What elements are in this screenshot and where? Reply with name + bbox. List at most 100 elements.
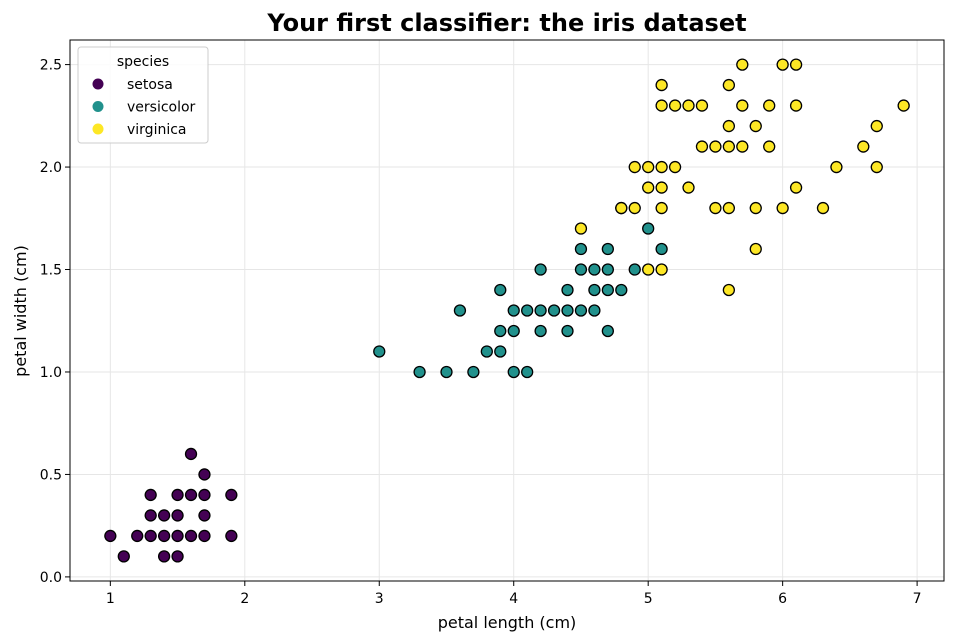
point-versicolor <box>494 345 507 358</box>
point-virginica <box>709 201 722 215</box>
point-setosa <box>104 529 117 543</box>
y-tick-label: 1.0 <box>40 365 62 381</box>
point-versicolor <box>601 283 614 297</box>
point-virginica <box>870 119 883 133</box>
point-virginica <box>722 140 736 153</box>
legend: species setosa versicolor virginica <box>77 46 209 144</box>
point-virginica <box>776 58 789 71</box>
point-versicolor <box>480 345 493 358</box>
point-versicolor <box>467 365 480 379</box>
point-versicolor <box>534 263 547 276</box>
x-tick-label: 1 <box>106 591 115 607</box>
y-tick-label: 0.5 <box>40 467 62 483</box>
x-axis-label: petal length (cm) <box>438 613 577 632</box>
point-versicolor <box>615 283 628 297</box>
point-virginica <box>668 99 682 112</box>
point-setosa <box>225 488 238 502</box>
point-versicolor <box>655 242 668 256</box>
point-virginica <box>897 99 910 112</box>
point-setosa <box>171 509 184 522</box>
x-tick-label: 7 <box>913 591 922 607</box>
point-virginica <box>830 160 843 174</box>
point-setosa <box>131 529 144 543</box>
point-virginica <box>655 78 668 92</box>
legend-marker-setosa <box>92 78 104 90</box>
point-versicolor <box>534 324 547 338</box>
point-setosa <box>157 529 171 543</box>
point-virginica <box>615 201 628 215</box>
point-versicolor <box>561 283 574 297</box>
point-setosa <box>171 550 184 563</box>
point-virginica <box>642 263 655 276</box>
point-virginica <box>749 119 762 133</box>
point-setosa <box>184 529 198 543</box>
point-versicolor <box>574 242 588 256</box>
point-setosa <box>198 529 211 543</box>
plot-frame <box>69 39 945 582</box>
point-virginica <box>655 263 668 276</box>
point-setosa <box>144 529 157 543</box>
point-virginica <box>655 160 668 174</box>
point-virginica <box>749 242 762 256</box>
point-virginica <box>749 201 762 215</box>
point-setosa <box>171 488 184 502</box>
point-virginica <box>695 140 709 153</box>
point-versicolor <box>642 222 655 235</box>
y-tick-label: 0.0 <box>40 570 62 586</box>
point-versicolor <box>521 304 534 317</box>
point-virginica <box>736 140 749 153</box>
point-versicolor <box>588 263 601 276</box>
point-versicolor <box>601 324 614 338</box>
point-versicolor <box>494 283 507 297</box>
x-tick-label: 3 <box>375 591 384 607</box>
x-tick-label: 6 <box>778 591 787 607</box>
point-setosa <box>144 488 157 502</box>
point-setosa <box>198 468 211 481</box>
point-versicolor <box>453 304 467 317</box>
legend-label-setosa: setosa <box>127 77 173 93</box>
point-virginica <box>776 201 789 215</box>
y-tick-label: 2.0 <box>40 160 62 176</box>
point-versicolor <box>574 263 588 276</box>
point-versicolor <box>588 283 601 297</box>
point-virginica <box>763 99 776 112</box>
point-virginica <box>763 140 776 153</box>
point-versicolor <box>507 324 520 338</box>
point-virginica <box>816 201 830 215</box>
point-virginica <box>789 181 803 194</box>
point-virginica <box>789 58 803 71</box>
point-virginica <box>682 99 695 112</box>
y-axis-label: petal width (cm) <box>11 245 30 377</box>
chart-title: Your first classifier: the iris dataset <box>266 9 746 37</box>
point-virginica <box>682 181 695 194</box>
point-virginica <box>722 119 736 133</box>
legend-marker-virginica <box>92 123 104 135</box>
point-virginica <box>722 201 736 215</box>
point-virginica <box>655 99 668 112</box>
point-versicolor <box>521 365 534 379</box>
point-versicolor <box>574 304 588 317</box>
grid-lines <box>70 40 944 581</box>
point-virginica <box>870 160 883 174</box>
point-virginica <box>709 140 722 153</box>
point-setosa <box>198 488 211 502</box>
point-setosa <box>117 550 130 563</box>
point-setosa <box>184 447 198 461</box>
legend-marker-versicolor <box>92 101 104 112</box>
point-versicolor <box>588 304 601 317</box>
point-setosa <box>171 529 184 543</box>
point-virginica <box>655 201 668 215</box>
point-virginica <box>642 181 655 194</box>
x-tick-label: 5 <box>644 591 653 607</box>
point-versicolor <box>507 304 520 317</box>
legend-title: species <box>117 54 169 70</box>
legend-label-virginica: virginica <box>127 122 187 138</box>
y-tick-label: 1.5 <box>40 263 62 279</box>
point-virginica <box>722 283 736 297</box>
y-tick-label: 2.5 <box>40 58 62 74</box>
point-versicolor <box>413 365 426 379</box>
point-versicolor <box>534 304 547 317</box>
point-versicolor <box>601 263 614 276</box>
point-versicolor <box>373 345 386 358</box>
